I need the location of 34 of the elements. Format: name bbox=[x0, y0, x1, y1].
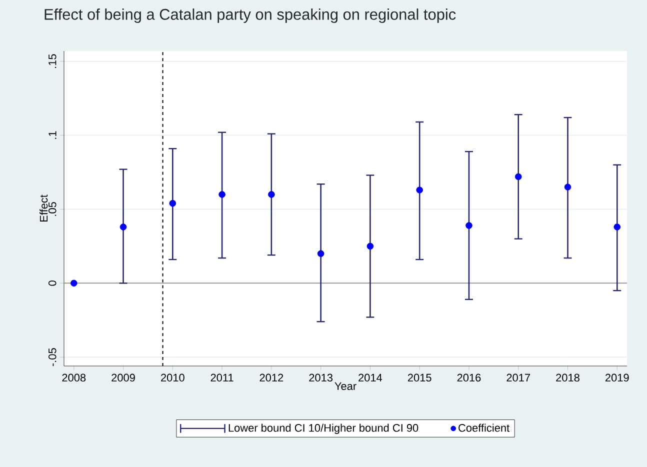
point bbox=[169, 200, 176, 207]
chart-title: Effect of being a Catalan party on speaking on regional topic bbox=[44, 8, 456, 23]
point bbox=[317, 250, 324, 257]
y-tick-label: .1 bbox=[48, 131, 56, 139]
x-tick-label: 2017 bbox=[506, 374, 530, 382]
point bbox=[218, 191, 226, 198]
point bbox=[614, 224, 621, 230]
point bbox=[416, 186, 423, 194]
point bbox=[70, 280, 78, 287]
x-tick-label: 2019 bbox=[605, 374, 629, 382]
point bbox=[120, 224, 127, 230]
point bbox=[466, 222, 472, 229]
x-tick-label: 2011 bbox=[210, 374, 234, 382]
y-axis-title: Effect bbox=[40, 194, 48, 222]
x-tick-label: 2013 bbox=[309, 374, 333, 382]
x-tick-label: 2010 bbox=[161, 374, 184, 382]
x-tick-label: 2018 bbox=[556, 374, 580, 382]
y-tick-label: 0 bbox=[48, 280, 56, 286]
y-tick-label: -.05 bbox=[48, 348, 56, 366]
point bbox=[514, 173, 522, 180]
point bbox=[366, 242, 374, 250]
y-tick-label: .05 bbox=[48, 202, 56, 216]
x-tick-label: 2016 bbox=[457, 374, 481, 382]
y-tick-label: .15 bbox=[48, 54, 56, 68]
x-tick-label: 2015 bbox=[408, 374, 432, 382]
x-tick-label: 2008 bbox=[62, 374, 86, 382]
x-axis-title: Year bbox=[334, 382, 356, 390]
x-tick-label: 2014 bbox=[358, 374, 382, 382]
text: Lower bound CI 10/Higher bound CI 90 bbox=[228, 424, 418, 434]
legend-label: Coefficient bbox=[458, 424, 510, 432]
x-tick-label: 2009 bbox=[112, 374, 135, 382]
point bbox=[564, 184, 572, 190]
x-tick-label: 2012 bbox=[260, 374, 284, 382]
point bbox=[268, 191, 275, 198]
